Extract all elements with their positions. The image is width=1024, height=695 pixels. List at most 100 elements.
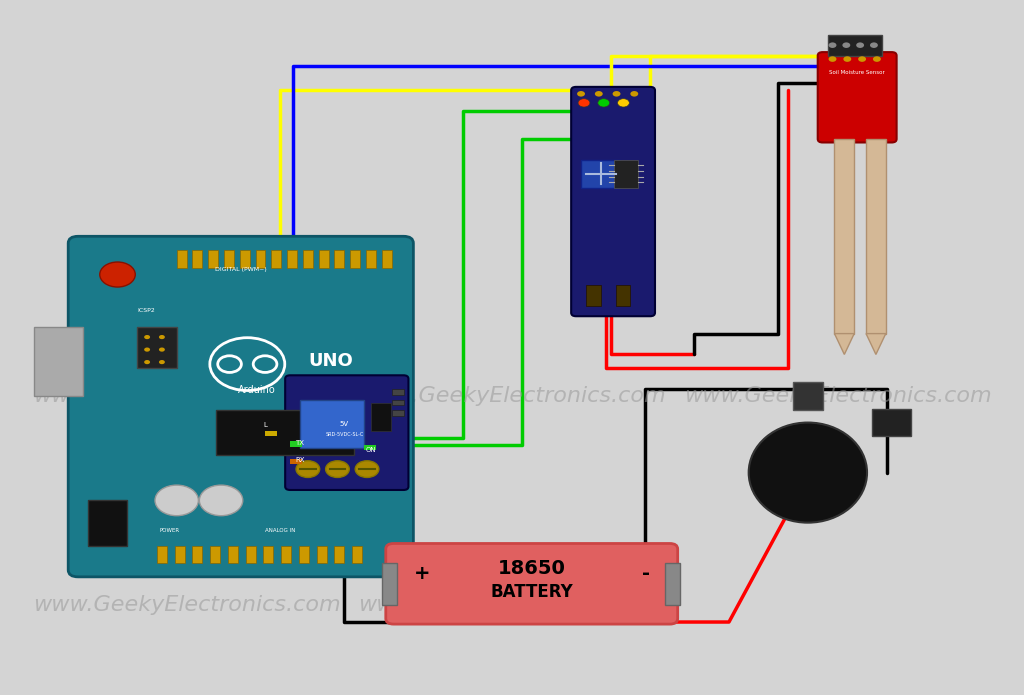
- Bar: [665, 563, 680, 605]
- Bar: [366, 250, 376, 268]
- Text: ICSP2: ICSP2: [137, 308, 155, 313]
- Text: 5V: 5V: [340, 421, 349, 427]
- FancyBboxPatch shape: [285, 375, 409, 490]
- Text: POWER: POWER: [159, 528, 179, 532]
- Bar: [193, 250, 203, 268]
- Bar: [303, 250, 312, 268]
- FancyBboxPatch shape: [571, 87, 655, 316]
- Bar: [137, 327, 177, 368]
- Bar: [316, 546, 327, 563]
- Circle shape: [296, 461, 319, 477]
- FancyBboxPatch shape: [818, 52, 897, 142]
- Bar: [157, 546, 167, 563]
- Text: UNO: UNO: [308, 352, 353, 370]
- Bar: [581, 160, 621, 188]
- Text: 18650: 18650: [498, 559, 565, 578]
- Text: RX: RX: [295, 457, 304, 463]
- Circle shape: [355, 461, 379, 477]
- Circle shape: [870, 42, 878, 48]
- Bar: [193, 546, 203, 563]
- Bar: [263, 546, 273, 563]
- Text: +: +: [414, 564, 430, 583]
- Bar: [392, 410, 403, 416]
- Circle shape: [200, 485, 243, 516]
- Circle shape: [144, 360, 151, 364]
- Circle shape: [99, 262, 135, 287]
- Text: DIGITAL (PWM~): DIGITAL (PWM~): [215, 267, 266, 272]
- Text: BATTERY: BATTERY: [490, 583, 573, 601]
- Text: www.GeekyElectronics.com: www.GeekyElectronics.com: [358, 386, 666, 406]
- Text: www.GeekyElectronics.com: www.GeekyElectronics.com: [33, 595, 340, 614]
- Circle shape: [856, 42, 864, 48]
- Bar: [371, 403, 391, 431]
- Circle shape: [159, 348, 165, 352]
- Circle shape: [579, 99, 590, 107]
- Circle shape: [631, 91, 638, 97]
- Bar: [290, 441, 302, 447]
- Text: Arduino: Arduino: [239, 385, 276, 395]
- Bar: [240, 250, 250, 268]
- Circle shape: [872, 56, 881, 62]
- Bar: [382, 563, 396, 605]
- Polygon shape: [835, 334, 854, 354]
- Text: L: L: [263, 423, 267, 428]
- Text: ON: ON: [366, 447, 377, 452]
- Text: www.GeekyElectronics.com: www.GeekyElectronics.com: [684, 386, 991, 406]
- Bar: [88, 500, 127, 546]
- Bar: [382, 250, 392, 268]
- Circle shape: [858, 56, 866, 62]
- Bar: [216, 410, 354, 455]
- Bar: [827, 35, 882, 56]
- Bar: [290, 459, 302, 464]
- Circle shape: [828, 42, 837, 48]
- Circle shape: [617, 99, 630, 107]
- Text: SRD-5VDC-SL-C: SRD-5VDC-SL-C: [326, 432, 364, 437]
- Text: TX: TX: [295, 440, 304, 445]
- Circle shape: [144, 335, 151, 339]
- Circle shape: [159, 360, 165, 364]
- Bar: [615, 285, 631, 306]
- Bar: [177, 250, 186, 268]
- Bar: [287, 250, 297, 268]
- Bar: [34, 327, 83, 396]
- FancyBboxPatch shape: [386, 543, 678, 624]
- Circle shape: [844, 56, 851, 62]
- Bar: [300, 400, 365, 448]
- Bar: [352, 546, 362, 563]
- Bar: [365, 445, 376, 450]
- Text: Soil Moisture Sensor: Soil Moisture Sensor: [829, 70, 885, 74]
- Bar: [299, 546, 309, 563]
- Circle shape: [578, 91, 585, 97]
- Bar: [392, 400, 403, 405]
- Bar: [392, 389, 403, 395]
- Bar: [872, 409, 911, 436]
- Bar: [335, 546, 344, 563]
- Bar: [335, 250, 344, 268]
- Circle shape: [159, 335, 165, 339]
- Bar: [175, 546, 184, 563]
- Bar: [586, 285, 601, 306]
- Text: ANALOG IN: ANALOG IN: [264, 528, 295, 532]
- Text: www.GeekyElectronics.com: www.GeekyElectronics.com: [358, 595, 666, 614]
- Bar: [271, 250, 282, 268]
- Circle shape: [598, 99, 609, 107]
- Bar: [318, 250, 329, 268]
- Circle shape: [595, 91, 603, 97]
- Bar: [224, 250, 233, 268]
- Bar: [265, 431, 278, 436]
- Circle shape: [828, 56, 837, 62]
- Bar: [793, 382, 822, 410]
- Circle shape: [210, 338, 285, 391]
- Bar: [208, 250, 218, 268]
- FancyBboxPatch shape: [69, 236, 414, 577]
- Bar: [228, 546, 238, 563]
- Circle shape: [155, 485, 199, 516]
- Bar: [835, 139, 854, 334]
- Bar: [282, 546, 291, 563]
- Circle shape: [144, 348, 151, 352]
- Polygon shape: [866, 334, 886, 354]
- Bar: [866, 139, 886, 334]
- Circle shape: [612, 91, 621, 97]
- Circle shape: [843, 42, 850, 48]
- Bar: [613, 160, 638, 188]
